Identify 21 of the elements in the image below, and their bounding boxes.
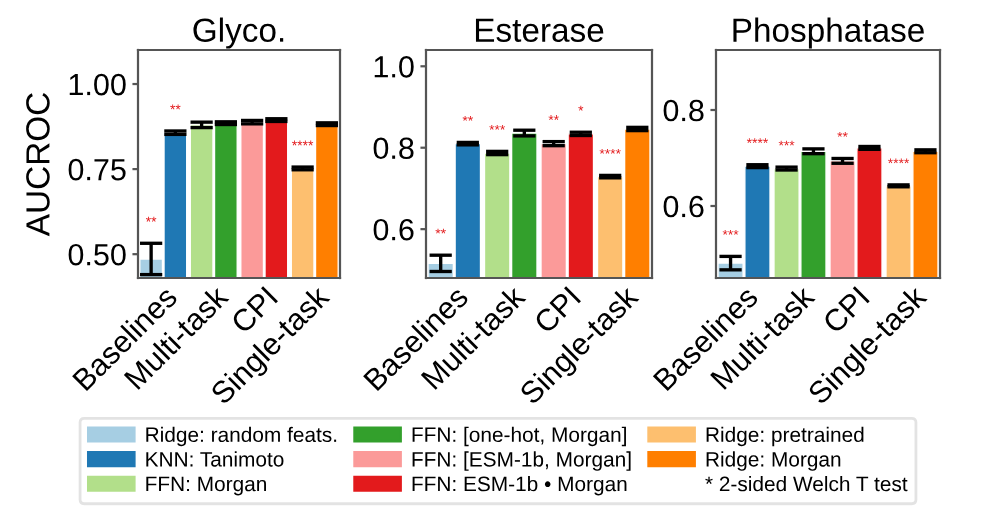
legend-label: Ridge: Morgan: [706, 451, 841, 471]
y-tick-label: 1.00: [69, 73, 126, 96]
legend-label: FFN: Morgan: [146, 476, 266, 496]
y-tick-label: 0.75: [68, 158, 126, 181]
legend-label: KNN: Tanimoto: [146, 451, 284, 467]
y-tick-label: 0.6: [663, 195, 704, 218]
chart-title: Glyco.: [193, 17, 284, 49]
legend-label: FFN: [ESM-1b, Morgan]: [412, 451, 631, 471]
y-tick-label: 0.8: [373, 137, 414, 160]
chart-title: Esterase: [475, 18, 604, 42]
legend-label: Ridge: random feats.: [146, 426, 337, 447]
y-axis-title: AUCROC: [26, 93, 50, 237]
legend-label: FFN: [one-hot, Morgan]: [412, 426, 626, 447]
y-tick-label: 0.8: [663, 99, 704, 122]
legend-label: Ridge: pretrained: [706, 426, 864, 447]
y-tick-label: 0.6: [373, 218, 414, 241]
y-tick-label: 1.0: [374, 56, 414, 78]
text: * 2-sided Welch T test: [705, 476, 908, 492]
legend-label: FFN: ESM-1b • Morgan: [412, 476, 627, 496]
y-tick-label: 0.50: [68, 243, 126, 266]
chart-title: Phosphatase: [733, 17, 924, 49]
